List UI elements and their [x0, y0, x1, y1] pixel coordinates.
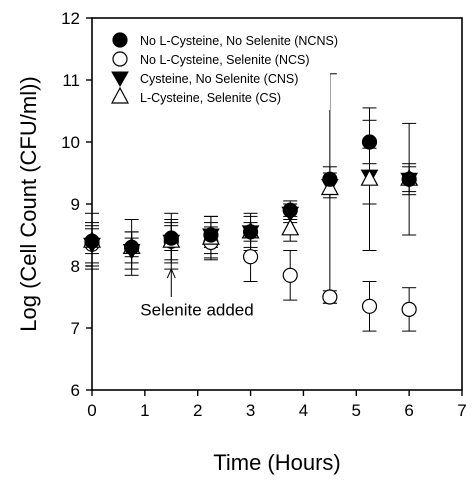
legend-label: No L-Cysteine, No Selenite (NCNS): [140, 34, 338, 48]
legend-marker: [111, 86, 129, 104]
y-tick-label: 6: [71, 381, 80, 400]
data-markers: [83, 134, 419, 317]
data-point: [84, 233, 100, 249]
data-point: [124, 239, 140, 255]
legend-box: [100, 28, 330, 110]
data-point: [282, 202, 298, 218]
y-tick-label: 12: [61, 9, 80, 28]
data-point: [281, 218, 300, 236]
data-point: [361, 298, 378, 314]
data-point: [282, 267, 298, 283]
legend-label: Cysteine, No Selenite (CNS): [140, 72, 298, 86]
y-tick-label: 9: [71, 195, 80, 214]
y-tick-label: 7: [71, 319, 80, 338]
legend-items: No L-Cysteine, No Selenite (NCNS) No L-Cy…: [111, 32, 338, 105]
y-axis-title: Log (Cell Count (CFU/ml)): [16, 76, 41, 332]
x-tick-label: 0: [87, 401, 96, 420]
data-point: [322, 289, 338, 305]
legend-label: L-Cysteine, Selenite (CS): [140, 91, 281, 105]
x-tick-label: 6: [404, 401, 413, 420]
data-point: [163, 230, 179, 246]
data-point: [361, 134, 378, 150]
y-tick-label: 11: [62, 71, 80, 90]
data-point: [322, 171, 338, 187]
y-tick-label: 8: [71, 257, 80, 276]
error-bars: [85, 73, 417, 332]
legend-marker: [112, 51, 128, 67]
annotation-label: Selenite added: [140, 300, 253, 319]
x-tick-label: 2: [193, 401, 202, 420]
annotation-arrow-head: [166, 267, 176, 279]
legend-marker: [112, 32, 128, 48]
data-point: [401, 171, 417, 187]
data-point: [360, 168, 379, 186]
x-tick-label: 1: [140, 401, 149, 420]
data-point: [401, 301, 417, 317]
data-point: [242, 249, 259, 265]
x-axis-title: Time (Hours): [213, 450, 341, 475]
x-tick-label: 7: [457, 401, 466, 420]
legend-label: No L-Cysteine, Selenite (NCS): [140, 53, 310, 67]
data-point: [203, 227, 219, 243]
x-tick-label: 5: [352, 401, 361, 420]
x-tick-label: 4: [299, 401, 308, 420]
annotation: Selenite added: [140, 267, 254, 319]
data-point: [320, 178, 339, 196]
y-axis-ticks: 6 7 8 9 10 11 12: [61, 9, 92, 400]
data-point: [242, 224, 259, 240]
x-tick-label: 3: [246, 401, 255, 420]
y-tick-label: 10: [61, 133, 80, 152]
legend-marker: [111, 71, 129, 88]
legend: No L-Cysteine, No Selenite (NCNS) No L-Cy…: [100, 28, 338, 110]
x-axis-ticks: 0 1 2 3 4 5 6 7: [87, 390, 467, 420]
